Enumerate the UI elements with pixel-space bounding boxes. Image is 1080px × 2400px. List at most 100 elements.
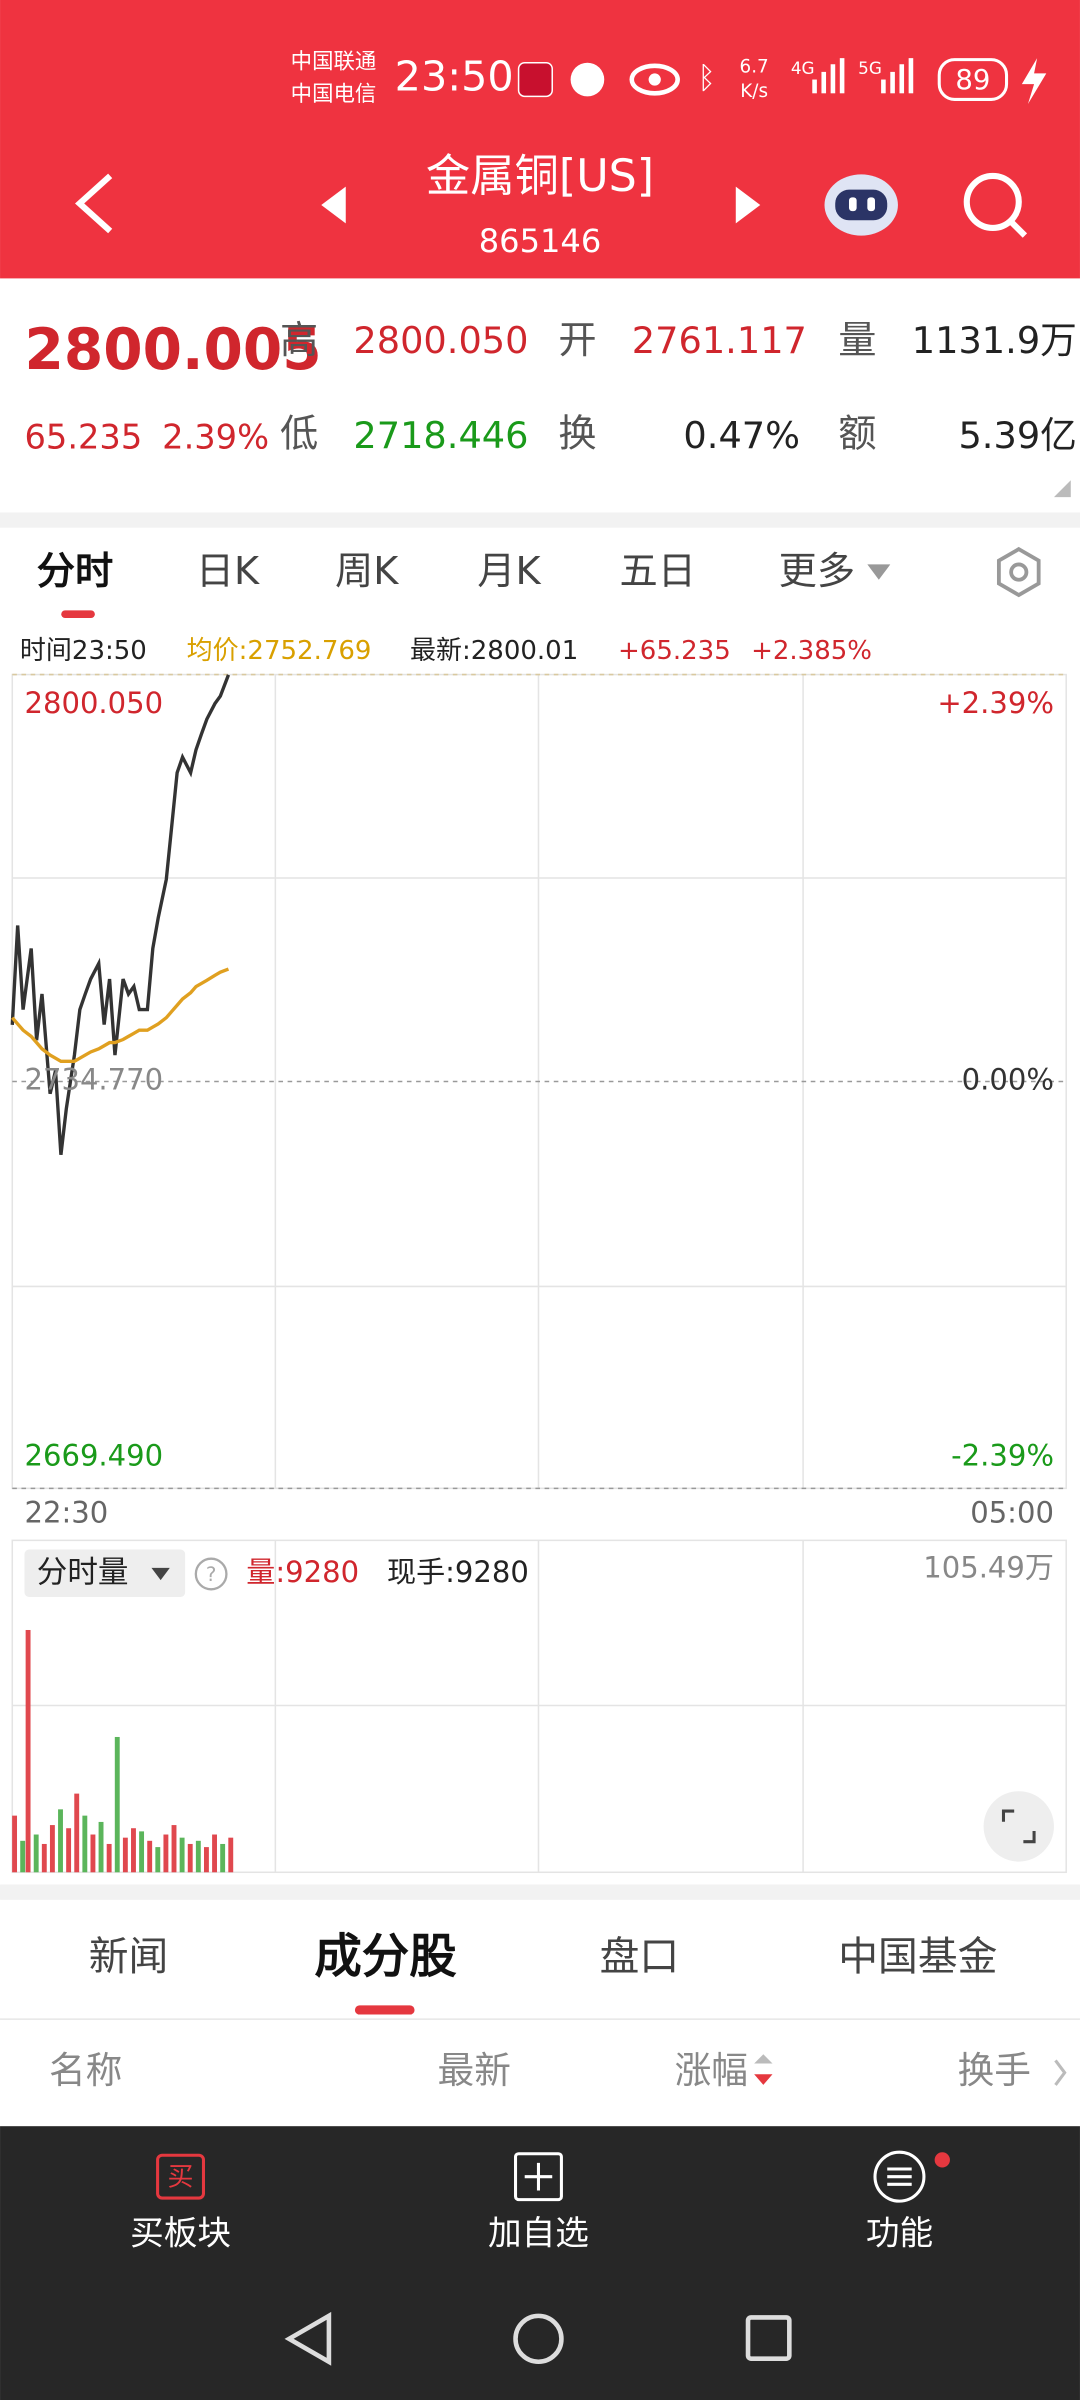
volume-bar [187, 1843, 193, 1873]
nav-item[interactable]: 加自选 [488, 2213, 589, 2252]
chart-change-pct: +2.385% [751, 636, 872, 666]
buy-icon-text: 买 [168, 2163, 194, 2193]
battery: 89 [955, 64, 990, 96]
volume-bar [179, 1837, 185, 1873]
indicator-name: 分时量 [37, 1555, 129, 1590]
tab[interactable]: 月K [477, 550, 541, 594]
content-tab[interactable]: 盘口 [600, 1934, 680, 1980]
column-header: 最新 [438, 2049, 511, 2092]
tab[interactable]: 更多 [779, 550, 855, 594]
volume-chart: 105.49万 [12, 1550, 1054, 1873]
y-tick-label: 2669.490 [25, 1439, 164, 1473]
content-tab[interactable]: 新闻 [89, 1934, 169, 1980]
tab[interactable]: 周K [335, 550, 399, 594]
content-tab[interactable]: 成分股 [314, 1929, 457, 1984]
settings-button[interactable] [996, 546, 1041, 598]
volume-info: 量:9280 [246, 1555, 359, 1589]
add-icon [524, 2162, 553, 2191]
label: 开 [558, 319, 596, 363]
bottom-bar [0, 2126, 1080, 2400]
chart-change: +65.235 [618, 636, 731, 666]
sort-icon [754, 2074, 773, 2085]
y2-tick-label: 0.00% [962, 1062, 1054, 1096]
high: 2800.050 [353, 319, 528, 362]
volume-bar [122, 1837, 128, 1873]
prev-button[interactable] [321, 186, 346, 224]
signal-icon [812, 58, 914, 94]
price-chart: 2800.050 2734.770 2669.490 +2.39% 0.00% -2.39… [10, 673, 1067, 1529]
volume-bar [155, 1847, 161, 1873]
tab[interactable]: 五日 [620, 550, 696, 594]
label: 高 [280, 319, 318, 363]
y-tick-label: 2800.050 [25, 686, 164, 720]
tab[interactable]: 分时 [37, 550, 113, 594]
system-back[interactable] [284, 2311, 332, 2366]
sort-icon [754, 2054, 773, 2064]
volume-bar [12, 1815, 18, 1873]
volume-bar [33, 1834, 39, 1873]
expand-icon [1001, 1809, 1036, 1844]
volume-bar [66, 1828, 72, 1873]
volume-bar [74, 1793, 80, 1873]
volume-bar [58, 1809, 63, 1873]
carrier: 中国联通 [291, 50, 377, 75]
speed-unit: K/s [740, 81, 768, 102]
volume-bar [41, 1843, 47, 1873]
system-home[interactable] [513, 2313, 564, 2365]
code: 865146 [479, 222, 602, 260]
volume-bar [131, 1828, 136, 1873]
next-button[interactable] [735, 186, 761, 224]
clock: 23:50 [395, 53, 514, 101]
tab[interactable]: 日K [196, 550, 260, 594]
low: 2718.446 [353, 414, 528, 457]
help-icon: ? [206, 1563, 217, 1586]
indicator-select[interactable] [24, 1549, 186, 1597]
volume-bar [25, 1629, 31, 1873]
nav-item[interactable]: 功能 [866, 2213, 933, 2252]
menu-icon [873, 2150, 926, 2203]
label: 换 [558, 412, 596, 456]
badge [934, 2152, 950, 2168]
volume-bar [82, 1815, 88, 1873]
column-header: 换手 [958, 2049, 1031, 2092]
battery-icon [937, 58, 1009, 101]
content-tab[interactable]: 中国基金 [838, 1934, 997, 1980]
menu-icon [887, 2167, 912, 2186]
volume-bar [98, 1821, 104, 1873]
label: 量 [838, 319, 876, 363]
robot-button[interactable] [824, 174, 898, 236]
volume-bar [195, 1840, 201, 1873]
turnover: 0.47% [683, 414, 800, 457]
eye-icon [629, 63, 680, 96]
open: 2761.117 [632, 319, 807, 362]
dropdown-arrow [151, 1567, 170, 1581]
volume-bar [139, 1831, 145, 1873]
help-button[interactable] [194, 1557, 228, 1591]
volume-bar [171, 1825, 177, 1873]
y-tick-label: 105.49万 [923, 1550, 1054, 1584]
volume-bar [220, 1843, 226, 1873]
volume: 1131.9万 [912, 319, 1077, 362]
label: 低 [280, 412, 318, 456]
title: 金属铜[US] [426, 151, 654, 202]
expand-button[interactable] [983, 1791, 1054, 1862]
settings-button [1009, 562, 1029, 582]
system-recents[interactable] [745, 2315, 792, 2361]
back-button[interactable] [75, 173, 113, 234]
label: 额 [838, 412, 876, 456]
volume-bar [212, 1834, 217, 1873]
y2-tick-label: -2.39% [951, 1439, 1054, 1473]
change-pct: 2.39% [162, 418, 269, 457]
price-line [10, 674, 231, 1156]
carrier: 中国电信 [291, 82, 377, 107]
chart-latest: 最新:2800.01 [410, 636, 578, 666]
average-line [11, 967, 230, 1064]
speed: 6.7 [740, 56, 769, 77]
scroll-arrow [1054, 2059, 1067, 2086]
search-button[interactable] [963, 172, 1028, 238]
column-header[interactable]: 涨幅 [675, 2049, 748, 2092]
tab-indicator [354, 2005, 415, 2015]
nav-item[interactable]: 买板块 [130, 2213, 231, 2252]
volume-bar [90, 1834, 96, 1873]
